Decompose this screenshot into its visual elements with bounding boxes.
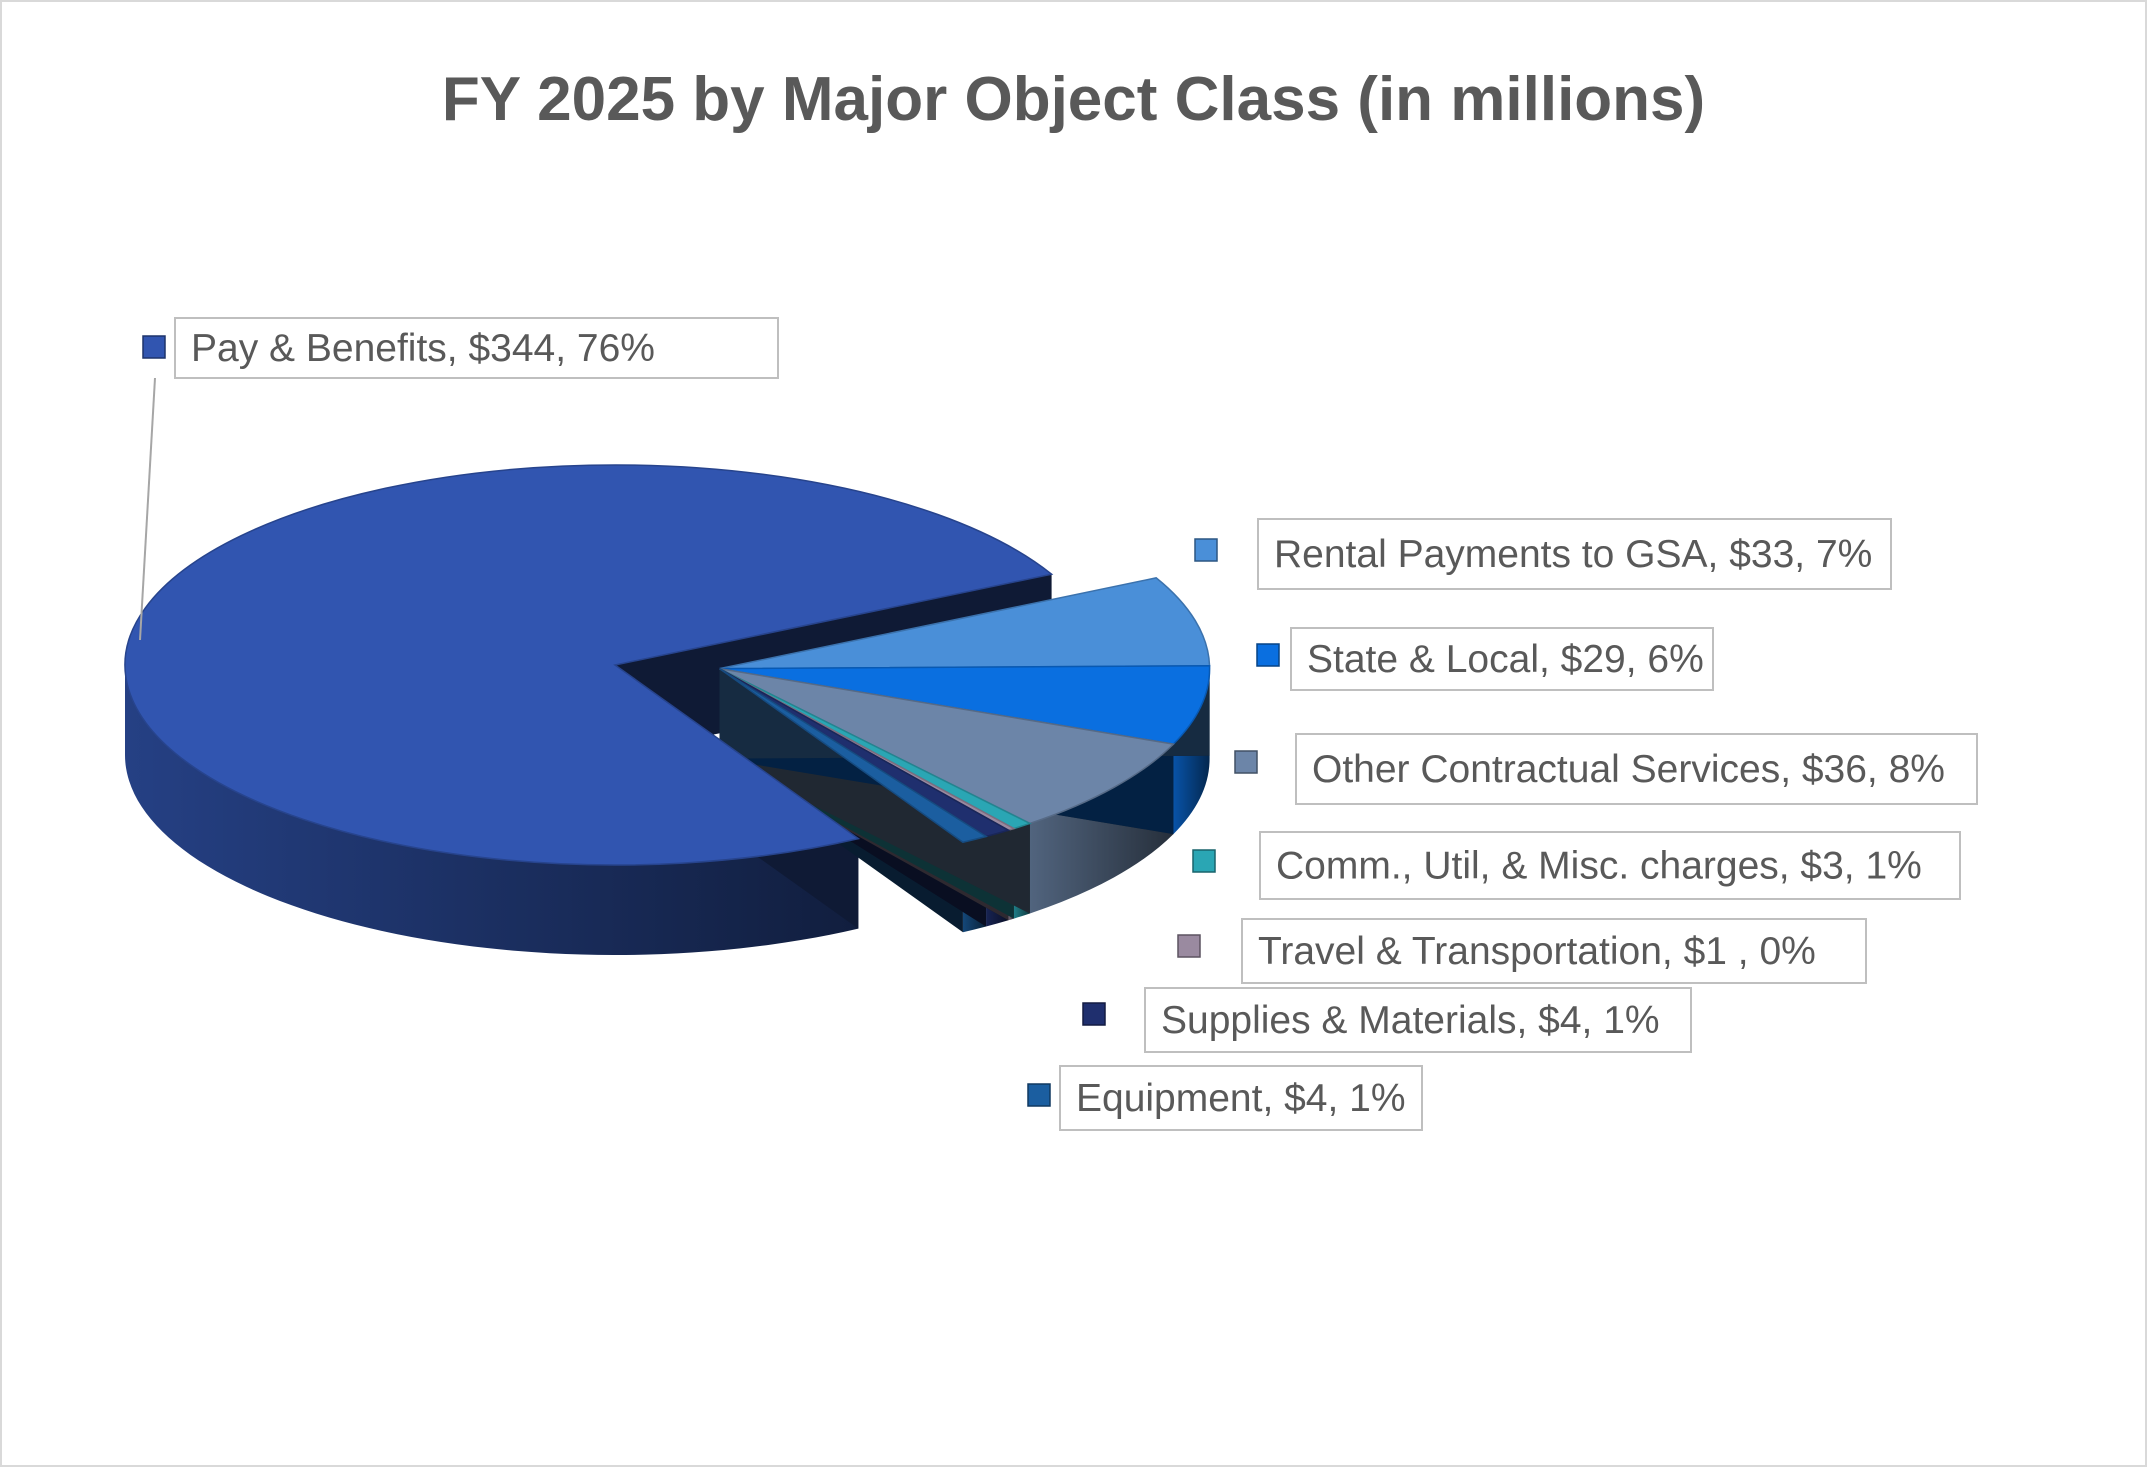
data-label: Supplies & Materials, $4, 1% — [1082, 987, 1692, 1053]
data-label-text: Travel & Transportation, $1 , 0% — [1258, 930, 1816, 973]
data-label-text: Other Contractual Services, $36, 8% — [1312, 748, 1945, 791]
label-key-marker — [1177, 934, 1201, 958]
slice-side — [125, 665, 859, 955]
data-label: Pay & Benefits, $344, 76% — [139, 317, 779, 641]
chart-title: FY 2025 by Major Object Class (in millio… — [441, 65, 1706, 134]
label-key-marker — [142, 335, 166, 359]
data-label-text: State & Local, $29, 6% — [1307, 638, 1704, 681]
pie-slice — [124, 464, 1054, 866]
pie-slice — [719, 667, 1175, 825]
label-key-marker — [1027, 1083, 1051, 1107]
data-label: Comm., Util, & Misc. charges, $3, 1% — [1192, 831, 1961, 900]
data-label: State & Local, $29, 6% — [1256, 627, 1714, 691]
data-label: Travel & Transportation, $1 , 0% — [1177, 918, 1867, 984]
label-key-marker — [1234, 750, 1258, 774]
label-key-marker — [1256, 643, 1280, 667]
label-key-marker — [1192, 849, 1216, 873]
data-label-text: Pay & Benefits, $344, 76% — [191, 327, 655, 370]
data-label-text: Supplies & Materials, $4, 1% — [1161, 999, 1660, 1042]
pie-slice — [719, 577, 1211, 670]
leader-line — [139, 377, 156, 641]
pie-slice — [719, 668, 988, 844]
data-label: Equipment, $4, 1% — [1027, 1065, 1423, 1131]
data-label-text: Equipment, $4, 1% — [1076, 1077, 1406, 1120]
data-label-text: Rental Payments to GSA, $33, 7% — [1274, 533, 1872, 576]
data-label-text: Comm., Util, & Misc. charges, $3, 1% — [1276, 845, 1922, 888]
label-key-marker — [1082, 1002, 1106, 1026]
data-label: Other Contractual Services, $36, 8% — [1234, 733, 1978, 805]
data-label: Rental Payments to GSA, $33, 7% — [1194, 518, 1892, 590]
pie-slice — [719, 664, 1211, 745]
label-key-marker — [1194, 538, 1218, 562]
